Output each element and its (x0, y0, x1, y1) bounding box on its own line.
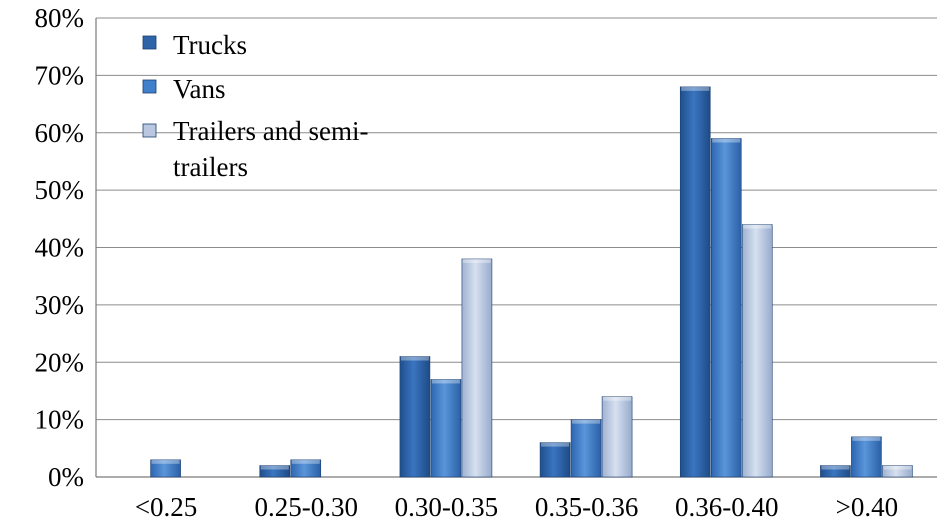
x-tick-label: >0.40 (836, 492, 898, 522)
bar-highlight (681, 86, 710, 91)
bar-highlight (151, 459, 180, 464)
y-tick-label: 20% (35, 347, 85, 377)
bar-highlight (541, 442, 570, 447)
bar (150, 459, 181, 478)
y-tick-label: 30% (35, 290, 85, 320)
x-tick-labels: <0.25 0.25-0.30 0.30-0.35 0.35-0.36 0.36-0.4… (135, 492, 898, 522)
legend-label: Trailers and semi-trailers (173, 116, 368, 182)
bar (741, 224, 773, 478)
bar-highlight (572, 419, 601, 424)
legend-swatch (142, 79, 157, 94)
bar-highlight (821, 465, 850, 470)
legend-swatch (142, 35, 157, 50)
bar (430, 379, 462, 478)
x-tick-label: 0.36-0.40 (675, 492, 779, 522)
gridlines (96, 17, 937, 421)
bar (259, 465, 291, 478)
x-tick-label: 0.30-0.35 (395, 492, 499, 522)
bar-highlight (462, 258, 491, 263)
bar-highlight (400, 356, 429, 361)
legend-swatch (142, 123, 157, 138)
bar (290, 459, 322, 478)
y-tick-labels: 0% 10% 20% 30% 40% 50% 60% 70% 80% (35, 3, 85, 492)
y-tick-label: 80% (35, 3, 85, 33)
bar-highlight (712, 138, 741, 143)
axes (95, 18, 937, 478)
bar (570, 419, 602, 478)
bars (150, 86, 913, 478)
y-tick-label: 40% (35, 233, 85, 263)
y-tick-label: 10% (35, 405, 85, 435)
bar-highlight (291, 459, 320, 464)
bar-highlight (883, 465, 912, 470)
legend-label: Trucks (173, 30, 247, 60)
bar-highlight (260, 465, 289, 470)
legend: Trucks Vans Trailers and semi-trailers (142, 30, 368, 182)
bar (882, 465, 913, 478)
x-tick-label: 0.25-0.30 (255, 492, 359, 522)
y-tick-label: 0% (48, 462, 84, 492)
bar (461, 258, 493, 478)
bar-highlight (431, 379, 460, 384)
bar (820, 465, 851, 478)
bar (539, 442, 571, 478)
bar-highlight (743, 224, 772, 229)
bar-highlight (603, 396, 632, 401)
bar-highlight (852, 436, 881, 441)
bar (399, 356, 431, 478)
x-tick-label: 0.35-0.36 (535, 492, 639, 522)
legend-label: Vans (173, 74, 226, 104)
bar (601, 396, 633, 478)
x-tick-label: <0.25 (135, 492, 197, 522)
y-tick-label: 50% (35, 175, 85, 205)
y-tick-label: 70% (35, 60, 85, 90)
y-tick-label: 60% (35, 118, 85, 148)
bar (710, 138, 742, 478)
bar (851, 436, 882, 478)
bar (679, 86, 711, 478)
